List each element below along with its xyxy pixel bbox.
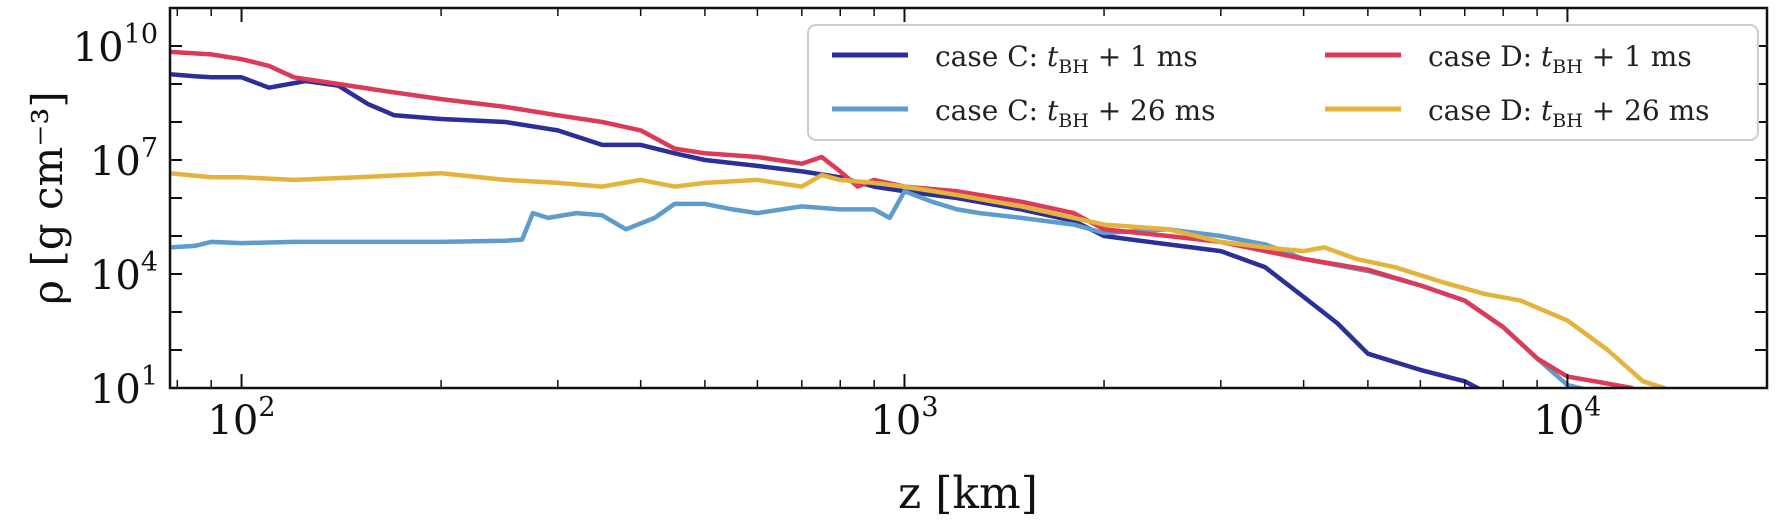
y-tick-label: 101 xyxy=(90,361,158,413)
x-tick-label: 103 xyxy=(870,392,938,444)
y-tick-label: 104 xyxy=(90,247,158,299)
x-tick-label: 102 xyxy=(207,392,275,444)
y-tick-label: 107 xyxy=(90,133,158,185)
series-line-3 xyxy=(170,170,1667,388)
legend-label-case-d-26ms: case D: tBH + 26 ms xyxy=(1428,94,1710,132)
x-axis-title: z [km] xyxy=(898,468,1038,519)
ticks-layer: 102 103 104 101 104 107 1010 xyxy=(73,8,1768,444)
legend-label-case-c-26ms: case C: tBH + 26 ms xyxy=(935,94,1216,132)
plot-frame xyxy=(168,6,1769,390)
legend-label-case-c-1ms: case C: tBH + 1 ms xyxy=(935,40,1198,78)
series-layer xyxy=(170,49,1667,388)
legend-frame xyxy=(807,24,1759,141)
legend-label-case-d-1ms: case D: tBH + 1 ms xyxy=(1428,40,1692,78)
legend: case C: tBH + 1 ms case C: tBH + 26 ms c… xyxy=(807,24,1759,141)
series-line-2 xyxy=(170,49,1634,388)
y-axis-title: ρ [g cm⁻³] xyxy=(23,91,72,304)
y-tick-label: 1010 xyxy=(73,19,158,71)
x-tick-label: 104 xyxy=(1533,392,1601,444)
